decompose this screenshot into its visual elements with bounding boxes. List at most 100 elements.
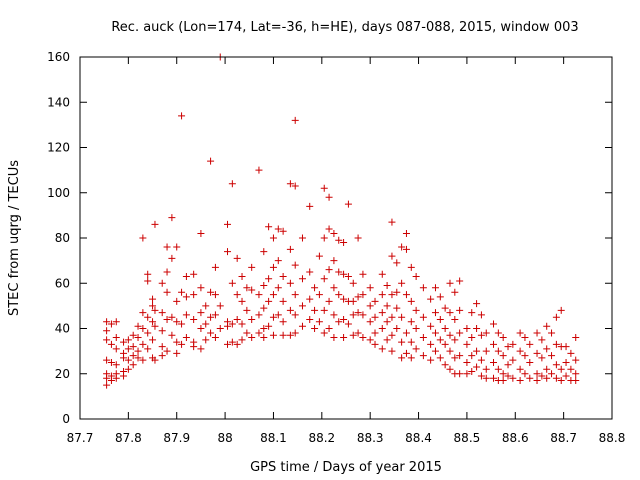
y-tick-label: 80 — [55, 231, 70, 245]
data-point — [291, 182, 299, 190]
data-point — [325, 193, 333, 201]
data-point — [330, 334, 338, 342]
data-point — [190, 343, 198, 351]
data-point — [163, 268, 171, 276]
data-point — [499, 352, 507, 360]
data-point — [354, 293, 362, 301]
data-point — [371, 340, 379, 348]
data-point — [197, 345, 205, 353]
data-point — [260, 282, 268, 290]
data-point — [291, 116, 299, 124]
data-point — [279, 272, 287, 280]
data-point — [538, 372, 546, 380]
data-point — [286, 331, 294, 339]
data-point — [393, 325, 401, 332]
data-point — [291, 329, 299, 337]
data-point — [207, 329, 215, 337]
data-point — [228, 279, 236, 287]
data-point — [344, 272, 352, 280]
data-point — [407, 354, 415, 362]
x-tick-label: 88 — [217, 431, 232, 445]
data-point — [468, 309, 476, 317]
data-point — [431, 284, 439, 292]
data-point — [526, 358, 534, 366]
data-point — [340, 295, 348, 303]
data-point — [320, 184, 328, 192]
plot-frame — [79, 56, 613, 420]
data-point — [538, 354, 546, 362]
data-point — [335, 318, 343, 326]
data-point — [456, 329, 464, 337]
data-point — [306, 268, 314, 276]
data-point — [477, 311, 485, 319]
data-point — [463, 358, 471, 366]
data-point — [216, 325, 224, 332]
data-point — [388, 347, 396, 355]
data-point — [320, 275, 328, 283]
data-point — [228, 180, 236, 188]
data-point — [557, 306, 565, 314]
data-point — [144, 345, 152, 353]
data-point — [509, 356, 517, 364]
data-point — [168, 214, 176, 222]
data-point — [398, 354, 406, 362]
data-point — [173, 243, 181, 251]
x-tick-label: 88.3 — [357, 431, 384, 445]
data-point — [533, 329, 541, 337]
data-point — [269, 313, 277, 321]
data-point — [548, 329, 556, 337]
data-point — [274, 311, 282, 319]
data-point — [427, 340, 435, 348]
data-point — [168, 313, 176, 321]
data-point — [567, 365, 575, 373]
data-point — [388, 331, 396, 339]
data-point — [211, 334, 219, 342]
data-point — [168, 254, 176, 262]
data-point — [202, 320, 210, 328]
data-point — [298, 302, 306, 310]
data-point — [521, 334, 529, 342]
data-point — [211, 263, 219, 271]
data-point — [548, 352, 556, 360]
data-point — [279, 318, 287, 326]
data-point — [139, 325, 147, 332]
data-point — [158, 279, 166, 287]
data-point — [427, 322, 435, 330]
data-point — [291, 261, 299, 269]
data-point — [255, 311, 263, 319]
data-point — [158, 327, 166, 335]
data-point — [419, 313, 427, 321]
data-point — [383, 282, 391, 290]
data-point — [354, 234, 362, 242]
data-point — [286, 279, 294, 287]
x-tick-label: 87.7 — [67, 431, 94, 445]
data-point — [325, 225, 333, 233]
data-point — [134, 347, 142, 355]
data-point — [120, 354, 128, 362]
data-point — [477, 372, 485, 380]
data-point — [335, 291, 343, 299]
data-point — [456, 352, 464, 360]
data-point — [151, 322, 159, 330]
data-point — [499, 370, 507, 378]
data-point — [129, 352, 137, 360]
data-point — [562, 343, 570, 351]
data-point — [144, 329, 152, 337]
data-point — [311, 325, 319, 332]
data-point — [359, 311, 367, 319]
data-point — [393, 304, 401, 312]
data-point — [371, 297, 379, 305]
data-point — [354, 329, 362, 337]
data-point — [233, 315, 241, 323]
data-point — [499, 334, 507, 342]
data-point — [482, 374, 490, 382]
data-point — [207, 157, 215, 165]
data-point — [490, 340, 498, 348]
data-point — [139, 234, 147, 242]
data-point — [456, 277, 464, 285]
data-point — [103, 327, 111, 335]
data-point — [431, 347, 439, 355]
data-point — [383, 318, 391, 326]
data-point — [124, 356, 132, 364]
